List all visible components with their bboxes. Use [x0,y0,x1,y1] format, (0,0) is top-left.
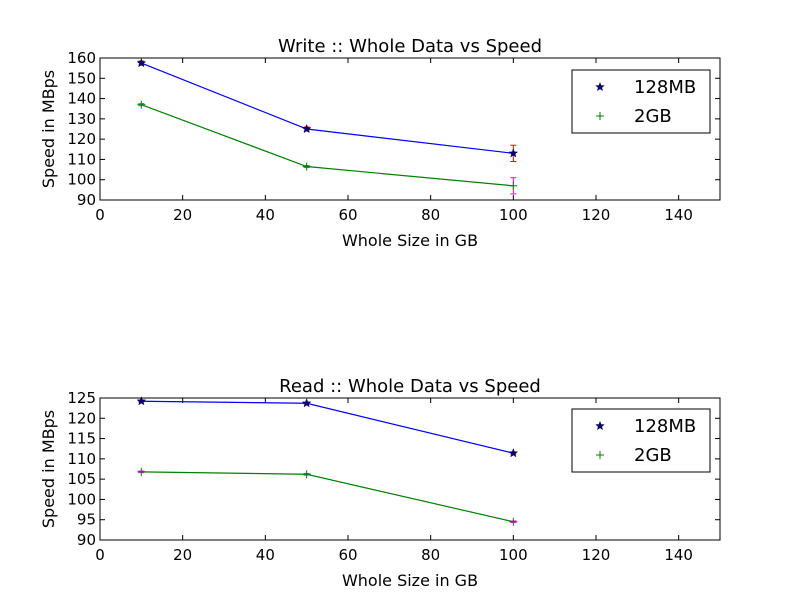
y-tick-label: 90 [77,531,96,549]
x-tick-label: 40 [256,546,275,564]
y-tick-label: 90 [77,191,96,209]
legend-marker-plus [596,451,604,459]
x-tick-label: 120 [582,206,611,224]
x-tick-label: 120 [582,546,611,564]
x-tick-label: 60 [338,206,357,224]
data-point-star [301,398,312,408]
data-point-star [508,148,519,158]
y-tick-label: 110 [67,150,96,168]
data-point-plus [509,517,518,526]
y-tick-label: 130 [67,110,96,128]
legend-marker-star [595,81,605,92]
data-point-star [508,448,519,458]
y-tick-label: 95 [77,511,96,529]
y-tick-label: 100 [67,490,96,508]
legend-marker-plus [596,112,604,120]
x-axis-label: Whole Size in GB [342,231,478,250]
legend-label: 128MB [634,77,696,98]
series-2GB [137,467,518,526]
legend-marker-star [595,420,605,431]
y-tick-label: 120 [67,130,96,148]
data-point-plus [302,162,311,171]
legend-box [571,69,711,134]
y-tick-label: 140 [67,90,96,108]
series-128MB [136,396,519,458]
x-tick-label: 40 [256,206,275,224]
legend-label: 2GB [634,106,672,127]
x-tick-label: 20 [173,206,192,224]
data-point-plus [509,181,518,190]
series-line [141,104,514,187]
x-axis-label: Whole Size in GB [342,571,478,590]
series-128MB [136,58,519,162]
y-tick-label: 150 [67,69,96,87]
y-tick-label: 100 [67,171,96,189]
x-tick-label: 60 [338,546,357,564]
y-axis-label: Speed in MBps [39,410,58,528]
x-tick-label: 100 [499,206,528,224]
y-tick-label: 105 [67,470,96,488]
x-tick-label: 20 [173,546,192,564]
data-point-star [136,58,147,68]
x-tick-label: 0 [95,546,105,564]
legend-box [571,408,711,473]
x-tick-label: 140 [664,206,693,224]
axes-frame [99,57,721,201]
x-tick-label: 140 [664,546,693,564]
series-2GB [137,100,518,195]
legend-label: 128MB [634,416,696,437]
data-point-plus [137,467,146,476]
x-tick-label: 0 [95,206,105,224]
data-point-plus [137,100,146,109]
series-line [141,471,514,523]
x-tick-label: 80 [421,206,440,224]
chart-title: Read :: Whole Data vs Speed [279,376,541,397]
y-axis-label: Speed in MBps [39,70,58,188]
legend-label: 2GB [634,445,672,466]
y-tick-label: 110 [67,450,96,468]
series-line [141,400,514,454]
x-tick-label: 80 [421,546,440,564]
data-point-star [301,123,312,134]
axes-frame [99,397,721,541]
data-point-plus [302,470,311,479]
y-tick-label: 125 [67,389,96,407]
chart-panel-read: 0 20 40 60 80 100 120 140 90 95 100 105 110 115 120 125… [39,376,721,590]
chart-title: Write :: Whole Data vs Speed [278,36,542,57]
y-tick-label: 120 [67,409,96,427]
series-line [141,62,514,154]
data-point-star [136,396,147,406]
y-tick-label: 115 [67,430,96,448]
x-tick-label: 100 [499,546,528,564]
legend: 128MB 2GB [571,408,711,473]
legend: 128MB 2GB [571,69,711,134]
chart-panel-write: 0 20 40 60 80 100 120 140 90 100 110 120 130 140 150 16… [39,36,721,250]
y-tick-label: 160 [67,49,96,67]
